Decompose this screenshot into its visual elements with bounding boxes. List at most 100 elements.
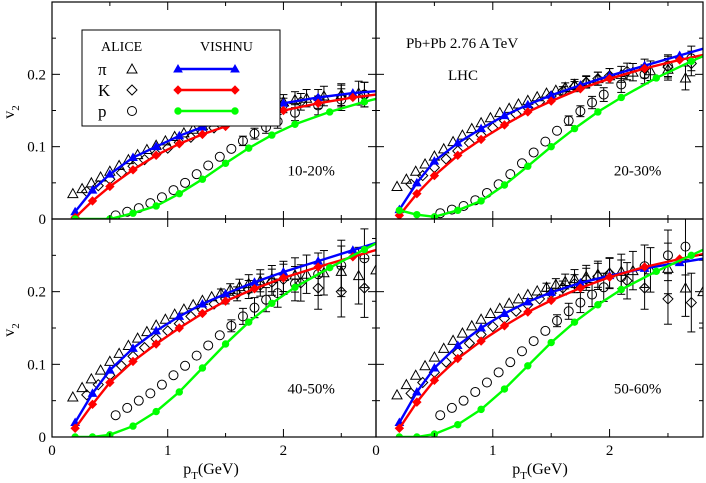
- x-axis-label-right: pT(GeV): [512, 461, 568, 482]
- alice-pion-point: [419, 359, 431, 371]
- alice-proton-point: [377, 84, 386, 93]
- alice-proton-point: [168, 370, 179, 381]
- vishnu-proton-point: [500, 181, 509, 189]
- vishnu-kaon-point: [151, 150, 161, 161]
- panels-layer: 0 0.1 0.2 10-20% 20-30% 0 0.1 0.2 0 1 2 40-50% 0 1 2 50…: [27, 1, 704, 459]
- alice-pion-point: [141, 325, 153, 337]
- legend-data-header: ALICE: [101, 40, 142, 55]
- alice-kaon-point: [138, 153, 151, 166]
- alice-kaon-point: [662, 293, 674, 305]
- alice-proton-point: [203, 340, 214, 351]
- vishnu-kaon-point: [278, 105, 289, 116]
- vishnu-proton-point: [152, 407, 160, 416]
- vishnu-pion-point: [452, 340, 463, 349]
- alice-pion-point: [531, 284, 544, 296]
- vishnu-proton-point: [687, 251, 696, 260]
- legend: ALICE VISHNU π K p: [81, 29, 281, 127]
- alice-pion-point: [76, 381, 88, 393]
- vishnu-proton-point: [384, 234, 390, 240]
- vishnu-proton-point: [245, 318, 253, 326]
- alice-proton-point: [122, 402, 133, 413]
- alice-proton-point: [575, 106, 586, 117]
- vishnu-kaon-point: [412, 188, 422, 199]
- vishnu-proton-curve: [399, 248, 703, 437]
- vishnu-pion-curve: [398, 47, 703, 211]
- alice-pion-point: [512, 292, 525, 304]
- y-tick-label: 0: [39, 430, 47, 446]
- vishnu-pion-point: [151, 141, 162, 151]
- alice-pion-point: [224, 283, 237, 294]
- y-axis-label-bottom: v2: [1, 323, 22, 337]
- vishnu-kaon-point: [604, 272, 615, 282]
- panel-plot-area: [391, 219, 703, 437]
- vishnu-kaon-point: [384, 89, 392, 97]
- alice-pion-point: [484, 111, 497, 123]
- vishnu-kaon-point: [429, 170, 440, 181]
- vishnu-proton-point: [245, 144, 253, 152]
- vishnu-proton-point: [617, 285, 625, 294]
- alice-pion-point: [419, 157, 431, 169]
- vishnu-pion-point: [384, 235, 392, 242]
- vishnu-kaon-point: [105, 377, 115, 388]
- vishnu-pion-point: [429, 362, 440, 372]
- x-tick-label: 2: [606, 443, 614, 459]
- alice-kaon-point: [487, 320, 499, 333]
- vishnu-kaon-point: [639, 262, 650, 272]
- alice-kaon-point: [335, 285, 347, 298]
- vishnu-kaon-point: [412, 397, 422, 407]
- panel-plot-area: [391, 45, 703, 219]
- vishnu-pion-point: [412, 177, 422, 187]
- vishnu-proton-point: [175, 189, 183, 198]
- vishnu-kaon-point: [278, 273, 289, 283]
- vishnu-pion-point: [151, 325, 162, 335]
- alice-proton-point: [226, 320, 237, 331]
- alice-kaon-point: [358, 282, 371, 294]
- vishnu-kaon-point: [394, 423, 405, 433]
- vishnu-pion-point: [197, 299, 208, 308]
- alice-proton-point: [680, 241, 691, 252]
- vishnu-pion-point: [522, 296, 533, 306]
- alice-kaon-point: [92, 180, 104, 192]
- panel-40-50%: 0 0.1 0.2 0 1 2 40-50%: [27, 218, 392, 459]
- legend-alice-kaon-marker: [126, 84, 138, 96]
- x-tick-label: 2: [280, 443, 288, 459]
- alice-proton-point: [435, 410, 446, 421]
- vishnu-proton-point: [291, 120, 299, 128]
- vishnu-kaon-point: [639, 63, 650, 74]
- alice-proton-point: [237, 311, 248, 322]
- vishnu-kaon-point: [674, 55, 685, 65]
- vishnu-proton-point: [221, 340, 230, 348]
- x-axis-label-left: pT(GeV): [183, 461, 239, 482]
- y-tick-label: 0.2: [27, 67, 46, 83]
- alice-proton-point: [587, 97, 598, 108]
- alice-pion-point: [540, 281, 553, 292]
- vishnu-kaon-point: [151, 339, 161, 349]
- alice-proton-point: [110, 410, 121, 421]
- vishnu-kaon-point: [384, 243, 392, 251]
- vishnu-kaon-point: [197, 308, 208, 319]
- vishnu-proton-point: [198, 364, 207, 372]
- vishnu-pion-point: [104, 169, 115, 178]
- y-tick-label: 0.1: [27, 140, 46, 156]
- alice-proton-point: [156, 379, 167, 390]
- vishnu-proton-point: [547, 338, 555, 347]
- panel-50-60%: 0 1 2 50-60%: [372, 218, 704, 459]
- alice-proton-point: [180, 360, 191, 371]
- vishnu-kaon-point: [546, 295, 556, 306]
- vishnu-kaon-point: [220, 296, 231, 306]
- vishnu-proton-point: [198, 175, 207, 183]
- vishnu-pion-point: [412, 386, 422, 396]
- vishnu-pion-point: [128, 152, 138, 162]
- y-tick-label: 0: [39, 212, 47, 228]
- vishnu-proton-point: [524, 162, 532, 170]
- vishnu-proton-point: [570, 124, 579, 133]
- vishnu-proton-point: [152, 202, 160, 210]
- vishnu-kaon-point: [499, 321, 510, 331]
- alice-pion-point: [94, 171, 107, 182]
- vishnu-kaon-point: [429, 375, 440, 386]
- x-tick-label: 1: [489, 443, 497, 459]
- alice-kaon-point: [568, 277, 581, 290]
- legend-label-pion: π: [98, 60, 107, 79]
- alice-pion-point: [679, 282, 692, 293]
- alice-proton-point: [516, 346, 527, 357]
